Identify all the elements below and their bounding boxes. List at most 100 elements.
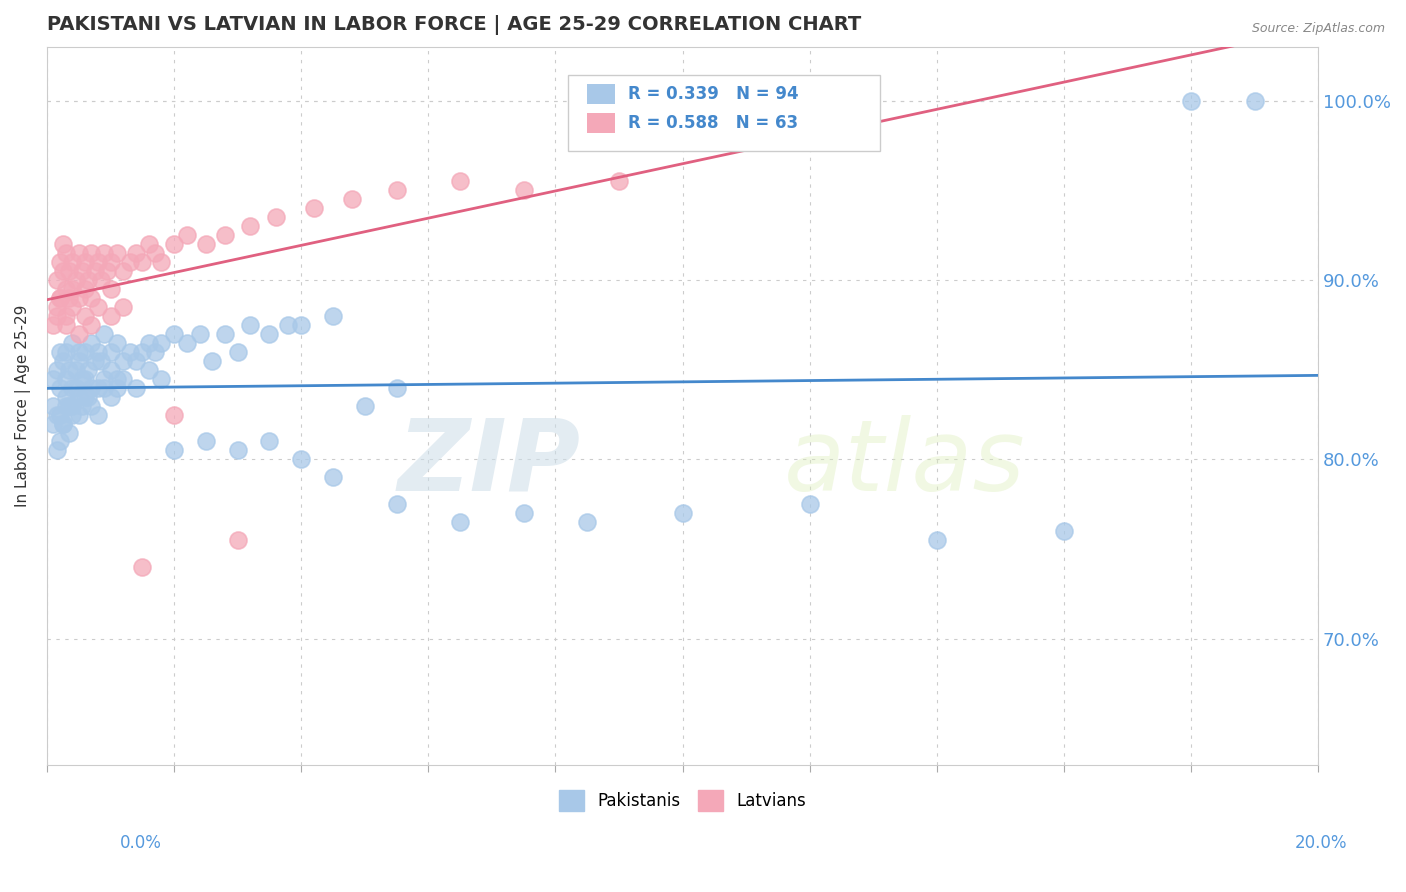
Point <box>48 291 70 305</box>
Point <box>226 344 249 359</box>
Point <box>512 183 534 197</box>
Point <box>93 326 115 341</box>
Text: R = 0.588   N = 63: R = 0.588 N = 63 <box>628 114 799 132</box>
Point <box>42 417 65 431</box>
Point <box>80 335 103 350</box>
Point <box>55 344 77 359</box>
Point <box>58 362 80 376</box>
Point <box>112 300 135 314</box>
Y-axis label: In Labor Force | Age 25-29: In Labor Force | Age 25-29 <box>15 304 31 507</box>
Point <box>449 515 471 529</box>
Point <box>93 381 115 395</box>
Point <box>87 344 110 359</box>
Point <box>52 353 75 368</box>
Point <box>1180 94 1202 108</box>
Point <box>105 381 128 395</box>
Point <box>290 318 312 332</box>
Point <box>131 255 153 269</box>
Point <box>194 434 217 449</box>
Point <box>55 390 77 404</box>
Point <box>70 264 93 278</box>
Point <box>55 399 77 413</box>
Point <box>80 399 103 413</box>
Point <box>302 201 325 215</box>
Point <box>67 344 90 359</box>
Point <box>67 408 90 422</box>
Point <box>65 381 87 395</box>
Point <box>60 399 83 413</box>
Point <box>60 300 83 314</box>
Point <box>75 344 97 359</box>
Point <box>45 300 67 314</box>
Point <box>93 246 115 260</box>
Text: atlas: atlas <box>785 415 1026 511</box>
Point <box>75 309 97 323</box>
Point <box>226 443 249 458</box>
Point <box>176 335 198 350</box>
Point <box>83 353 105 368</box>
Point <box>150 335 173 350</box>
Point <box>125 246 148 260</box>
Point <box>67 390 90 404</box>
Point <box>58 291 80 305</box>
FancyBboxPatch shape <box>588 112 616 133</box>
Point <box>112 353 135 368</box>
FancyBboxPatch shape <box>568 76 880 151</box>
Point <box>80 318 103 332</box>
Point <box>55 318 77 332</box>
Point <box>58 425 80 440</box>
Point <box>112 372 135 386</box>
Point <box>239 219 262 234</box>
Point <box>80 381 103 395</box>
Point <box>118 344 141 359</box>
Point <box>87 300 110 314</box>
Point <box>163 237 186 252</box>
Point <box>42 318 65 332</box>
Point <box>131 560 153 574</box>
Point <box>55 246 77 260</box>
Point <box>385 381 408 395</box>
Point <box>118 255 141 269</box>
Point <box>385 183 408 197</box>
Point <box>45 309 67 323</box>
Point <box>58 399 80 413</box>
Point <box>138 335 160 350</box>
Point <box>48 434 70 449</box>
Point <box>67 291 90 305</box>
Point <box>45 362 67 376</box>
Point <box>70 399 93 413</box>
Point <box>60 381 83 395</box>
Point <box>75 282 97 296</box>
Point <box>105 246 128 260</box>
Point <box>176 228 198 243</box>
Point <box>125 353 148 368</box>
Point <box>353 399 375 413</box>
Point <box>45 408 67 422</box>
Point <box>576 515 599 529</box>
Point <box>60 408 83 422</box>
Point <box>75 372 97 386</box>
Point <box>138 362 160 376</box>
Point <box>100 255 122 269</box>
Point <box>322 470 344 484</box>
Point <box>60 255 83 269</box>
Point <box>87 255 110 269</box>
Point <box>52 417 75 431</box>
Point <box>67 246 90 260</box>
FancyBboxPatch shape <box>588 84 616 104</box>
Point <box>65 362 87 376</box>
Point <box>60 335 83 350</box>
Point <box>449 174 471 188</box>
Point <box>42 372 65 386</box>
Point <box>131 344 153 359</box>
Point <box>100 309 122 323</box>
Point <box>143 344 166 359</box>
Point <box>194 237 217 252</box>
Text: ZIP: ZIP <box>398 415 581 511</box>
Text: 20.0%: 20.0% <box>1295 834 1347 852</box>
Point <box>799 497 821 511</box>
Point <box>607 174 630 188</box>
Point <box>52 417 75 431</box>
Point <box>163 408 186 422</box>
Point <box>77 273 100 287</box>
